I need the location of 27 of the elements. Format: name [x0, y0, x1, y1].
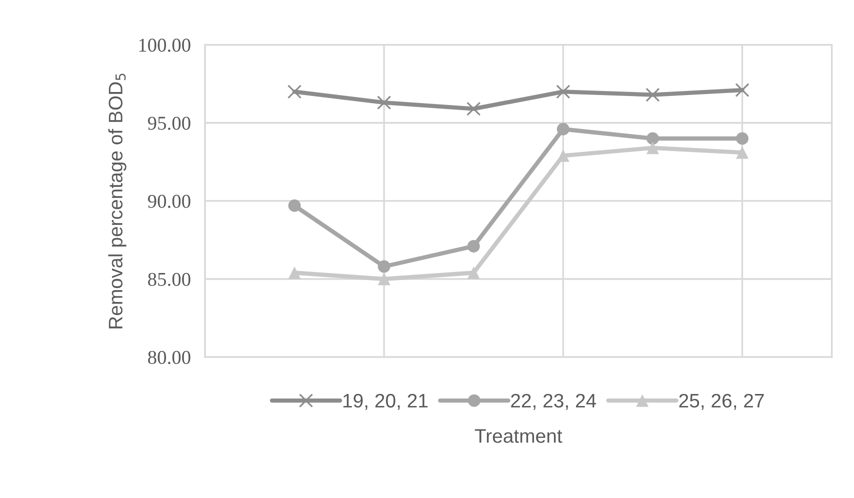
point	[376, 96, 392, 110]
point	[646, 132, 659, 145]
y-tick-label: 85.00	[148, 272, 190, 286]
point	[735, 83, 750, 98]
point	[646, 88, 660, 102]
point	[378, 260, 390, 273]
point	[556, 122, 570, 136]
x-axis-title: Treatment	[474, 429, 562, 443]
point	[287, 84, 302, 99]
point	[556, 84, 570, 99]
y-tick-label: 80.00	[148, 350, 190, 364]
point	[467, 240, 480, 252]
y-tick-label: 90.00	[148, 194, 190, 208]
legend-label: 22, 23, 24	[511, 394, 596, 410]
legend-label: 19, 20, 21	[343, 394, 428, 410]
point	[467, 266, 480, 280]
point	[378, 272, 390, 286]
point	[736, 132, 748, 145]
y-tick-label: 100.00	[139, 38, 190, 52]
point	[646, 142, 659, 154]
y-tick-label: 95.00	[148, 116, 190, 130]
point	[736, 146, 748, 159]
legend-label: 25, 26, 27	[679, 394, 764, 410]
point	[466, 102, 481, 116]
point	[288, 266, 301, 280]
y-axis-title: Removal percentage of BOD$_{5}$	[108, 74, 126, 328]
point	[288, 199, 301, 212]
